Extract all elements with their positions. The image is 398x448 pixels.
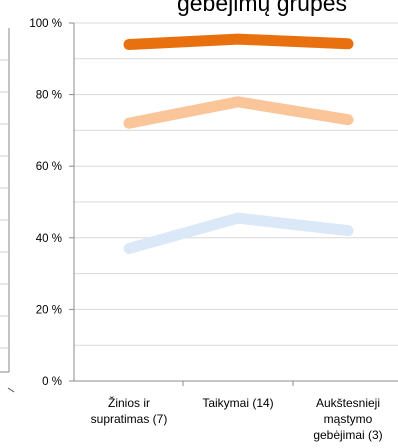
y-tick-label: 40 % [36, 233, 62, 245]
series-lines [123, 33, 354, 254]
data-point [237, 101, 239, 103]
data-point [237, 217, 239, 219]
data-point [128, 248, 130, 249]
left-panel-label-fragment [7, 387, 15, 393]
data-point [237, 38, 239, 40]
gridlines [74, 22, 398, 346]
y-tick-label: 0 % [42, 376, 62, 388]
series-line-1 [123, 33, 354, 50]
y-tick-label: 20 % [36, 304, 62, 316]
y-tick-label: 100 % [29, 18, 62, 30]
data-point [128, 44, 130, 45]
x-category-label-line: gebėjimai (3) [313, 428, 382, 442]
x-category-label: Žinios ir supratimas (7) [91, 395, 168, 426]
x-category-label-line: mąstymo [324, 412, 373, 426]
x-tick-labels: Žinios ir supratimas (7) Taikymai (14) Aukš… [91, 395, 383, 442]
x-category-label: Taikymai (14) [202, 396, 273, 410]
x-category-label-line: supratimas (7) [91, 412, 168, 426]
data-point [347, 119, 349, 121]
data-point [347, 230, 349, 232]
left-panel-edge [0, 28, 15, 393]
x-category-label: Aukštesnieji mąstymo gebėjimai (3) [313, 396, 382, 442]
axes [69, 22, 398, 386]
x-category-label-line: Aukštesnieji [316, 396, 380, 410]
x-category-label-line: Žinios ir [108, 395, 150, 410]
data-point [347, 43, 349, 45]
x-category-label-line: Taikymai (14) [202, 396, 273, 410]
y-tick-labels: 0 % 20 % 40 % 60 % 80 % 100 % [29, 18, 62, 388]
chart-title: gebėjimų grupės [177, 0, 347, 16]
data-point [128, 122, 130, 124]
y-tick-label: 60 % [36, 161, 62, 173]
y-tick-label: 80 % [36, 90, 62, 102]
